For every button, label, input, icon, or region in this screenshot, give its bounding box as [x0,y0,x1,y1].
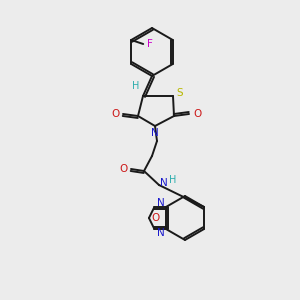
Text: O: O [111,109,119,119]
Text: N: N [151,128,159,138]
Text: H: H [132,81,139,91]
Text: O: O [152,213,160,223]
Text: H: H [169,175,177,185]
Text: N: N [157,228,164,238]
Text: O: O [119,164,127,174]
Text: S: S [177,88,183,98]
Text: O: O [193,109,201,119]
Text: N: N [157,198,164,208]
Text: F: F [147,39,153,49]
Text: N: N [160,178,168,188]
